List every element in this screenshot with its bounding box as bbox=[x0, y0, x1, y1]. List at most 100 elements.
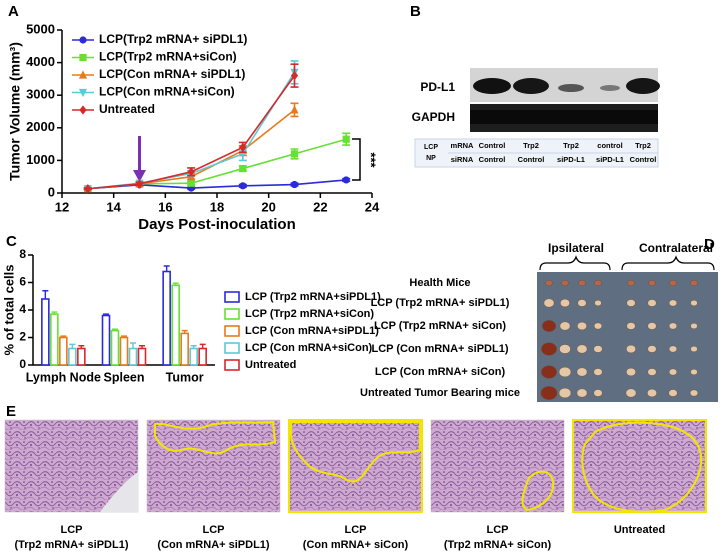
tumor bbox=[668, 345, 678, 353]
table-cell: control bbox=[597, 141, 622, 150]
marker bbox=[79, 105, 87, 115]
table-cell: siPD-L1 bbox=[557, 155, 585, 164]
legend-label: LCP(Con mRNA+siCon) bbox=[99, 85, 235, 99]
marker bbox=[187, 167, 195, 177]
y-tick-label: 2000 bbox=[26, 119, 55, 134]
tumor bbox=[647, 299, 657, 307]
legend-label: LCP (Trp2 mRNA+siCon) bbox=[245, 308, 374, 320]
bar bbox=[110, 329, 120, 366]
table-cell: mRNA bbox=[451, 141, 475, 150]
legend-label: LCP(Con mRNA+ siPDL1) bbox=[99, 67, 245, 81]
bar bbox=[189, 347, 198, 366]
histology-caption: (Trp2 mRNA+ siPDL1) bbox=[15, 539, 129, 551]
tumor-outline bbox=[154, 420, 277, 455]
table-cell: Control bbox=[479, 155, 506, 164]
bar bbox=[77, 347, 86, 366]
y-tick-label: 5000 bbox=[26, 21, 55, 36]
bar bbox=[50, 313, 59, 366]
tumor bbox=[560, 298, 570, 308]
panel-letter: D bbox=[704, 236, 715, 253]
significance: *** bbox=[364, 152, 379, 168]
histology-image bbox=[146, 419, 281, 513]
marker bbox=[78, 70, 88, 79]
tumor bbox=[540, 386, 558, 400]
tumor bbox=[542, 320, 557, 332]
histology-caption: Untreated bbox=[614, 524, 665, 536]
bar bbox=[68, 347, 77, 366]
error-bar bbox=[42, 290, 49, 299]
tumor bbox=[689, 389, 699, 397]
photo-row-label: Untreated Tumor Bearing mice bbox=[360, 387, 520, 399]
tumor bbox=[561, 280, 569, 287]
legend-label: LCP(Trp2 mRNA+siCon) bbox=[99, 50, 237, 64]
marker bbox=[79, 53, 87, 62]
series-line bbox=[87, 179, 347, 190]
histology-caption: LCP bbox=[345, 524, 367, 536]
tumor-outline bbox=[521, 470, 555, 512]
tumor bbox=[648, 280, 656, 287]
panel-letter: B bbox=[410, 3, 421, 20]
tumor bbox=[626, 344, 636, 354]
marker bbox=[239, 142, 247, 152]
marker bbox=[342, 135, 350, 143]
tumor bbox=[576, 344, 588, 354]
table-cell: Trp2 bbox=[523, 141, 539, 150]
legend-label: LCP(Trp2 mRNA+ siPDL1) bbox=[99, 32, 247, 46]
tumor bbox=[690, 300, 698, 307]
panel-letter: C bbox=[6, 233, 17, 250]
tumor bbox=[559, 344, 571, 354]
treatment-arrow bbox=[133, 136, 146, 182]
y-tick-label: 4 bbox=[19, 302, 26, 316]
legend-label: LCP (Con mRNA+siPDL1) bbox=[245, 325, 379, 337]
tumor bbox=[668, 322, 678, 330]
x-tick-label: Tumor bbox=[166, 370, 204, 384]
tumor bbox=[545, 280, 553, 287]
tumor-outline bbox=[290, 421, 421, 483]
y-tick-label: 0 bbox=[48, 184, 55, 199]
tumor bbox=[647, 388, 657, 398]
tumor bbox=[669, 280, 677, 287]
photo-row-label: LCP (Trp2 mRNA+ siCon) bbox=[374, 320, 506, 332]
marker bbox=[342, 176, 350, 184]
tumor bbox=[558, 366, 572, 378]
panel-letter: E bbox=[6, 403, 16, 420]
legend-swatch bbox=[224, 291, 240, 303]
marker bbox=[239, 182, 247, 190]
x-tick-label: 22 bbox=[313, 199, 327, 214]
tumor bbox=[647, 368, 657, 376]
tumor bbox=[647, 322, 657, 330]
marker bbox=[290, 71, 299, 81]
tumor bbox=[541, 342, 557, 356]
tumor bbox=[647, 345, 657, 353]
table-cell: Trp2 bbox=[635, 141, 651, 150]
tumor-outline bbox=[581, 421, 703, 513]
tumor bbox=[541, 365, 557, 379]
error-bar bbox=[130, 342, 136, 349]
table-cell: siRNA bbox=[451, 155, 474, 164]
bar bbox=[59, 336, 68, 366]
photo-heading: Ipsilateral bbox=[548, 241, 604, 255]
band-label: PD-L1 bbox=[420, 80, 455, 94]
x-tick-label: Spleen bbox=[104, 370, 145, 384]
western-blot bbox=[470, 68, 660, 132]
histology-image bbox=[288, 419, 423, 513]
x-tick-label: 14 bbox=[106, 199, 121, 214]
legend-label: LCP (Con mRNA+siCon) bbox=[245, 342, 373, 354]
x-axis-title: Days Post-inoculation bbox=[138, 216, 296, 233]
y-tick-label: 8 bbox=[19, 247, 26, 261]
table-cell: Control bbox=[518, 155, 545, 164]
marker bbox=[290, 105, 299, 114]
marker bbox=[79, 36, 87, 44]
tumor bbox=[668, 299, 678, 307]
bar bbox=[171, 284, 180, 366]
legend-label: LCP (Trp2 mRNA+siPDL1) bbox=[245, 291, 381, 303]
tumor bbox=[578, 280, 586, 287]
tumor bbox=[627, 280, 635, 287]
tumor bbox=[594, 280, 602, 287]
band-label: GAPDH bbox=[412, 110, 455, 124]
photo-heading: Contralateral bbox=[639, 241, 713, 255]
tumor bbox=[593, 322, 603, 330]
table-row-label: LCP bbox=[424, 144, 438, 151]
y-tick-label: 0 bbox=[19, 357, 26, 371]
